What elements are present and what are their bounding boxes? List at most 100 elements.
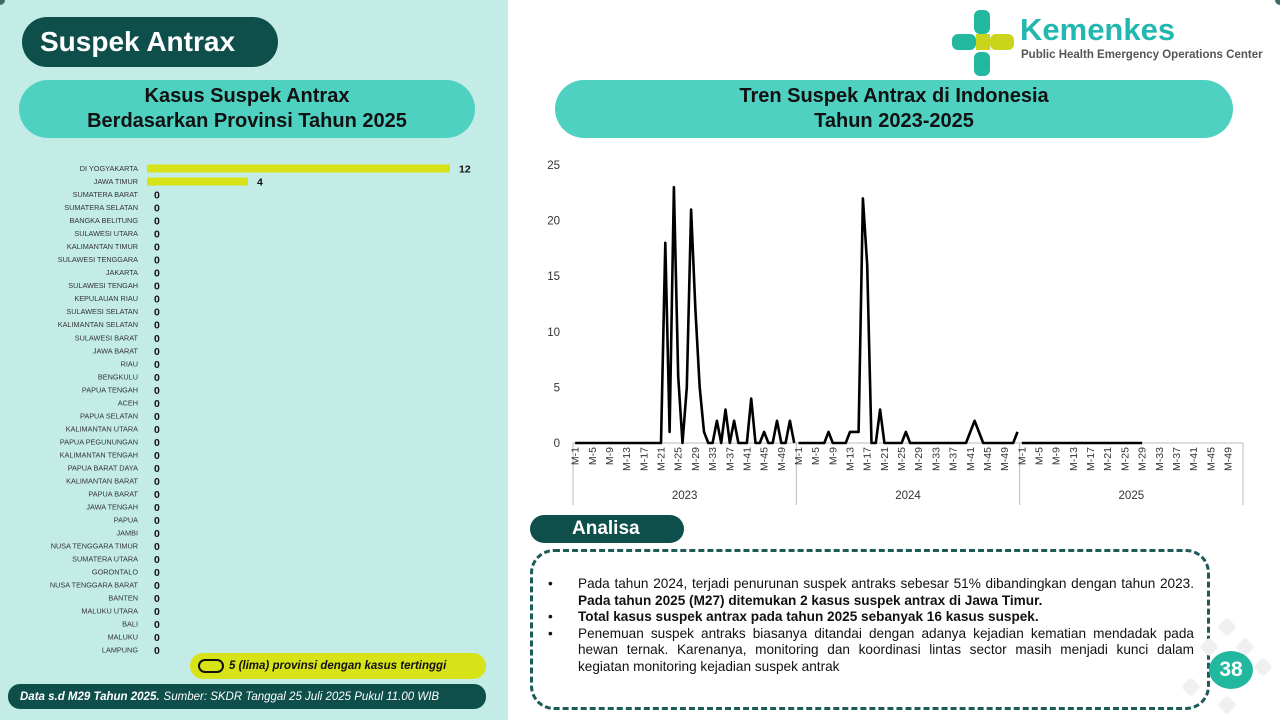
x-tick-label: M-45	[982, 447, 994, 471]
province-label: PAPUA BARAT DAYA	[68, 463, 138, 472]
bar-value-label: 0	[154, 320, 160, 332]
analisa-box	[530, 549, 1210, 710]
bar-value-label: 0	[154, 463, 160, 475]
province-label: ACEH	[118, 398, 138, 407]
x-tick-label: M-25	[1119, 447, 1131, 471]
province-label: RIAU	[121, 359, 138, 368]
bar-value-label: 0	[154, 515, 160, 527]
bar-value-label: 0	[154, 294, 160, 306]
province-label: SULAWESI SELATAN	[66, 307, 138, 316]
province-label: NUSA TENGGARA BARAT	[50, 581, 139, 590]
bar-value-label: 0	[154, 450, 160, 462]
province-label: PAPUA	[114, 516, 138, 525]
page-number-badge: 38	[1209, 651, 1253, 689]
province-label: PAPUA PEGUNUNGAN	[60, 437, 138, 446]
x-tick-label: M-13	[621, 447, 633, 471]
province-label: JAKARTA	[106, 268, 138, 277]
bar-value-label: 4	[257, 177, 263, 189]
corner-dot	[1275, 0, 1280, 5]
province-label: JAMBI	[117, 529, 139, 538]
analisa-item-1-bold: Pada tahun 2025 (M27) ditemukan 2 kasus …	[578, 592, 1043, 608]
x-tick-label: M-21	[1102, 447, 1114, 471]
x-tick-label: M-45	[1205, 447, 1217, 471]
x-tick-label: M-9	[827, 447, 839, 465]
bar-value-label: 0	[154, 281, 160, 293]
analisa-list: Pada tahun 2024, terjadi penurunan suspe…	[548, 576, 1194, 675]
province-label: SUMATERA BARAT	[73, 190, 139, 199]
x-tick-label: M-37	[1171, 447, 1183, 471]
bar-value-label: 0	[154, 424, 160, 436]
x-tick-label: M-29	[913, 447, 925, 471]
province-header-line1: Kasus Suspek Antrax	[144, 85, 350, 107]
trend-header-line1: Tren Suspek Antrax di Indonesia	[739, 85, 1049, 107]
data-source-footer: Data s.d M29 Tahun 2025. Sumber: SKDR Ta…	[8, 684, 486, 709]
x-tick-label: M-33	[707, 447, 719, 471]
bar-value-label: 0	[154, 476, 160, 488]
trend-series-2024	[798, 197, 1019, 445]
province-bar-chart: DI YOGYAKARTA 12 JAWA TIMUR 4 SUMATERA BARAT…	[50, 164, 471, 658]
province-label: GORONTALO	[92, 568, 138, 577]
x-tick-label: M-13	[1068, 447, 1080, 471]
bar-value-label: 0	[154, 502, 160, 514]
bar-value-label: 0	[154, 359, 160, 371]
x-tick-label: M-41	[741, 447, 753, 471]
province-label: LAMPUNG	[102, 646, 138, 655]
bar-value-label: 0	[154, 554, 160, 566]
province-label: KEPULAUAN RIAU	[74, 294, 138, 303]
bar-value-label: 0	[154, 541, 160, 553]
province-label: KALIMANTAN UTARA	[66, 424, 138, 433]
trend-chart-header: Tren Suspek Antrax di Indonesia Tahun 20…	[555, 80, 1233, 138]
bar-value-label: 0	[154, 307, 160, 319]
y-tick-label: 15	[547, 271, 560, 283]
legend-swatch	[198, 659, 224, 673]
decorative-pattern	[1182, 618, 1272, 714]
province-chart-header: Kasus Suspek Antrax Berdasarkan Provinsi…	[19, 80, 475, 138]
x-tick-label: M-17	[1085, 447, 1097, 471]
x-tick-label: M-41	[965, 447, 977, 471]
province-label: PAPUA BARAT	[88, 490, 138, 499]
x-tick-label: M-25	[896, 447, 908, 471]
y-tick-label: 10	[547, 327, 560, 339]
x-tick-label: M-49	[776, 447, 788, 471]
logo-subtitle: Public Health Emergency Operations Cente…	[1021, 49, 1263, 61]
analisa-item-3-plain: Penemuan suspek antraks biasanya ditanda…	[578, 625, 1194, 674]
kemenkes-emblem-icon	[952, 10, 1014, 76]
page-title: Suspek Antrax	[22, 17, 278, 67]
x-tick-label: M-1	[793, 447, 805, 465]
x-tick-label: M-5	[810, 447, 822, 465]
x-tick-label: M-37	[948, 447, 960, 471]
bar-value-label: 0	[154, 528, 160, 540]
x-tick-label: M-1	[570, 447, 582, 465]
province-label: JAWA TIMUR	[94, 177, 138, 186]
province-label: JAWA BARAT	[93, 346, 139, 355]
footer-source: Sumber: SKDR Tanggal 25 Juli 2025 Pukul …	[163, 690, 440, 703]
x-tick-label: M-5	[587, 447, 599, 465]
x-tick-label: M-29	[690, 447, 702, 471]
bar-value-label: 0	[154, 372, 160, 384]
x-tick-label: M-33	[930, 447, 942, 471]
province-label: NUSA TENGGARA TIMUR	[51, 542, 138, 551]
x-tick-label: M-33	[1154, 447, 1166, 471]
province-label: SULAWESI TENGAH	[68, 281, 138, 290]
bar-value-label: 0	[154, 437, 160, 449]
bar-value-label: 0	[154, 645, 160, 657]
legend-note: 5 (lima) provinsi dengan kasus tertinggi	[190, 653, 486, 679]
x-tick-label: M-13	[845, 447, 857, 471]
province-label: SULAWESI UTARA	[74, 229, 138, 238]
analisa-item-2-bold: Total kasus suspek antrax pada tahun 202…	[578, 609, 1039, 624]
x-tick-label: M-41	[1188, 447, 1200, 471]
bar-value-label: 12	[459, 164, 471, 176]
province-label: PAPUA SELATAN	[80, 411, 138, 420]
analisa-item: Total kasus suspek antrax pada tahun 202…	[548, 609, 1194, 626]
province-label: BANGKA BELITUNG	[69, 216, 138, 225]
bar-value-label: 0	[154, 593, 160, 605]
analisa-item: Penemuan suspek antraks biasanya ditanda…	[548, 626, 1194, 676]
bar-value-label: 0	[154, 333, 160, 345]
province-bar	[147, 177, 248, 186]
y-tick-label: 20	[547, 216, 560, 228]
logo-name: Kemenkes	[1020, 12, 1176, 47]
x-tick-label: M-5	[1033, 447, 1045, 465]
province-label: BANTEN	[108, 594, 138, 603]
bar-value-label: 0	[154, 346, 160, 358]
bar-value-label: 0	[154, 268, 160, 280]
